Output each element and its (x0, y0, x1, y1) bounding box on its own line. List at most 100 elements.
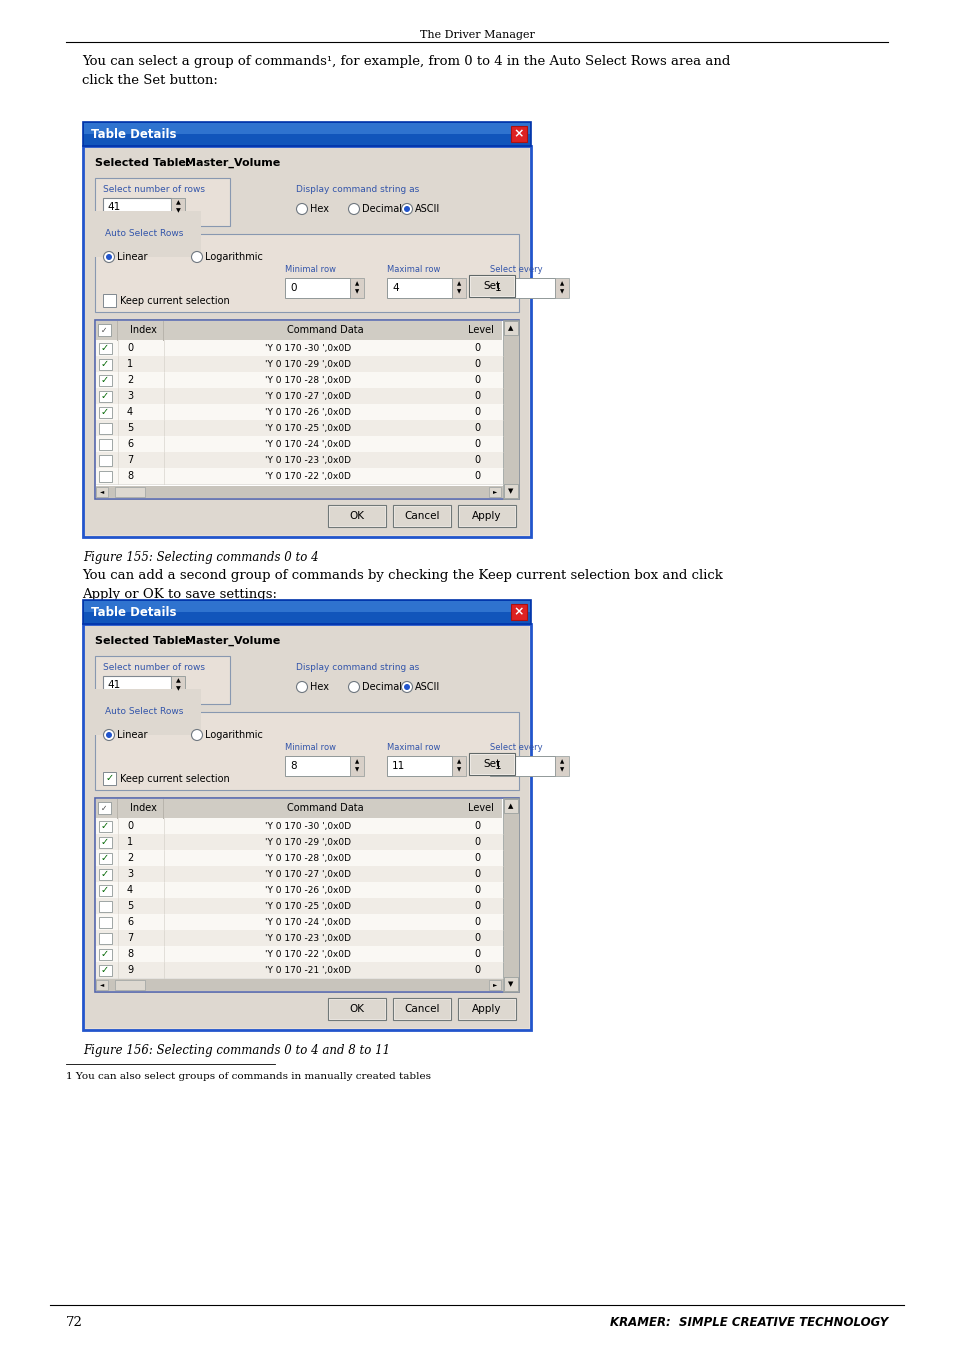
Text: 11: 11 (392, 761, 405, 771)
Text: Linear: Linear (117, 730, 148, 740)
Bar (503, 321, 517, 335)
Bar (503, 977, 517, 991)
Bar (163, 799, 164, 819)
Text: Decimal: Decimal (361, 204, 401, 215)
Bar (96, 404, 502, 420)
Text: ▲: ▲ (175, 679, 180, 683)
Bar (83, 122, 531, 146)
Bar (457, 998, 516, 1021)
Bar (96, 340, 502, 356)
Text: 'Y 0 170 -28 ',0x0D: 'Y 0 170 -28 ',0x0D (265, 375, 351, 385)
Bar (329, 506, 385, 526)
Bar (99, 900, 112, 911)
Bar (490, 278, 555, 298)
Text: ✓: ✓ (101, 869, 109, 879)
Bar (489, 980, 500, 990)
Text: 0: 0 (474, 853, 479, 863)
Bar (457, 505, 516, 526)
Text: ▼: ▼ (175, 687, 180, 691)
Text: Level: Level (468, 325, 494, 335)
Bar (95, 798, 518, 992)
Bar (393, 998, 451, 1021)
Text: ◄: ◄ (100, 983, 104, 987)
Bar (96, 898, 502, 914)
Text: ▼: ▼ (559, 289, 563, 294)
Text: Hex: Hex (310, 204, 329, 215)
Text: 1: 1 (127, 359, 133, 369)
Circle shape (348, 682, 359, 693)
Bar (285, 756, 350, 776)
Text: ✓: ✓ (101, 343, 109, 352)
Text: 4: 4 (127, 886, 133, 895)
Text: ✓: ✓ (106, 774, 113, 783)
Bar (458, 506, 515, 526)
Text: ▼: ▼ (355, 289, 358, 294)
Bar (350, 278, 364, 298)
Text: 0: 0 (474, 965, 479, 975)
Bar (350, 756, 364, 776)
Text: 0: 0 (474, 455, 479, 464)
Text: 'Y 0 170 -21 ',0x0D: 'Y 0 170 -21 ',0x0D (265, 965, 351, 975)
Text: 3: 3 (127, 392, 133, 401)
Text: ►: ► (493, 490, 497, 494)
Text: 'Y 0 170 -27 ',0x0D: 'Y 0 170 -27 ',0x0D (265, 392, 351, 401)
Bar (99, 374, 112, 386)
Text: ▲: ▲ (559, 760, 563, 764)
Text: Command Data: Command Data (287, 325, 363, 335)
Circle shape (296, 682, 307, 693)
Bar (502, 320, 518, 500)
Text: Selected Table:: Selected Table: (95, 158, 191, 167)
Text: ×: × (514, 606, 524, 618)
Text: 0: 0 (474, 917, 479, 927)
Text: ►: ► (493, 983, 497, 987)
Bar (99, 359, 112, 370)
Text: 8: 8 (290, 761, 296, 771)
Bar (95, 320, 518, 500)
Text: Master_Volume: Master_Volume (185, 636, 280, 647)
Text: Decimal: Decimal (361, 682, 401, 693)
Bar (469, 753, 515, 775)
Text: Logarithmic: Logarithmic (205, 730, 263, 740)
Bar (452, 756, 465, 776)
Text: 2: 2 (127, 375, 133, 385)
Text: 'Y 0 170 -29 ',0x0D: 'Y 0 170 -29 ',0x0D (265, 359, 351, 369)
Text: 1 You can also select groups of commands in manually created tables: 1 You can also select groups of commands… (66, 1072, 431, 1081)
Bar (85, 148, 529, 535)
Bar (96, 487, 108, 497)
Bar (83, 624, 531, 1030)
Bar (99, 423, 112, 433)
Bar (117, 321, 118, 342)
Bar (115, 487, 145, 497)
Bar (95, 656, 230, 703)
Bar (84, 601, 530, 612)
Text: 5: 5 (127, 423, 133, 433)
Text: 0: 0 (474, 837, 479, 846)
Text: ✓: ✓ (101, 821, 109, 832)
Text: 0: 0 (474, 821, 479, 832)
Text: OK: OK (349, 1004, 364, 1014)
Text: ✓: ✓ (101, 392, 109, 401)
Bar (96, 865, 502, 882)
Bar (511, 126, 526, 142)
Text: 0: 0 (474, 392, 479, 401)
Bar (99, 439, 112, 450)
Text: KRAMER:  SIMPLE CREATIVE TECHNOLOGY: KRAMER: SIMPLE CREATIVE TECHNOLOGY (609, 1316, 887, 1328)
Bar (458, 999, 515, 1019)
Text: 4: 4 (127, 406, 133, 417)
Bar (103, 198, 171, 216)
Text: 6: 6 (127, 439, 133, 450)
Bar (96, 818, 502, 834)
Text: 8: 8 (127, 949, 133, 958)
Text: ✓: ✓ (101, 965, 109, 975)
Text: Maximal row: Maximal row (387, 744, 440, 752)
Bar (489, 487, 500, 497)
Text: ▼: ▼ (175, 208, 180, 213)
Bar (328, 998, 386, 1021)
Text: 0: 0 (290, 284, 296, 293)
Bar (83, 146, 531, 537)
Text: Table Details: Table Details (91, 606, 176, 618)
Bar (502, 798, 518, 992)
Bar (171, 676, 185, 694)
Text: ✓: ✓ (101, 949, 109, 958)
Text: 4: 4 (392, 284, 398, 293)
